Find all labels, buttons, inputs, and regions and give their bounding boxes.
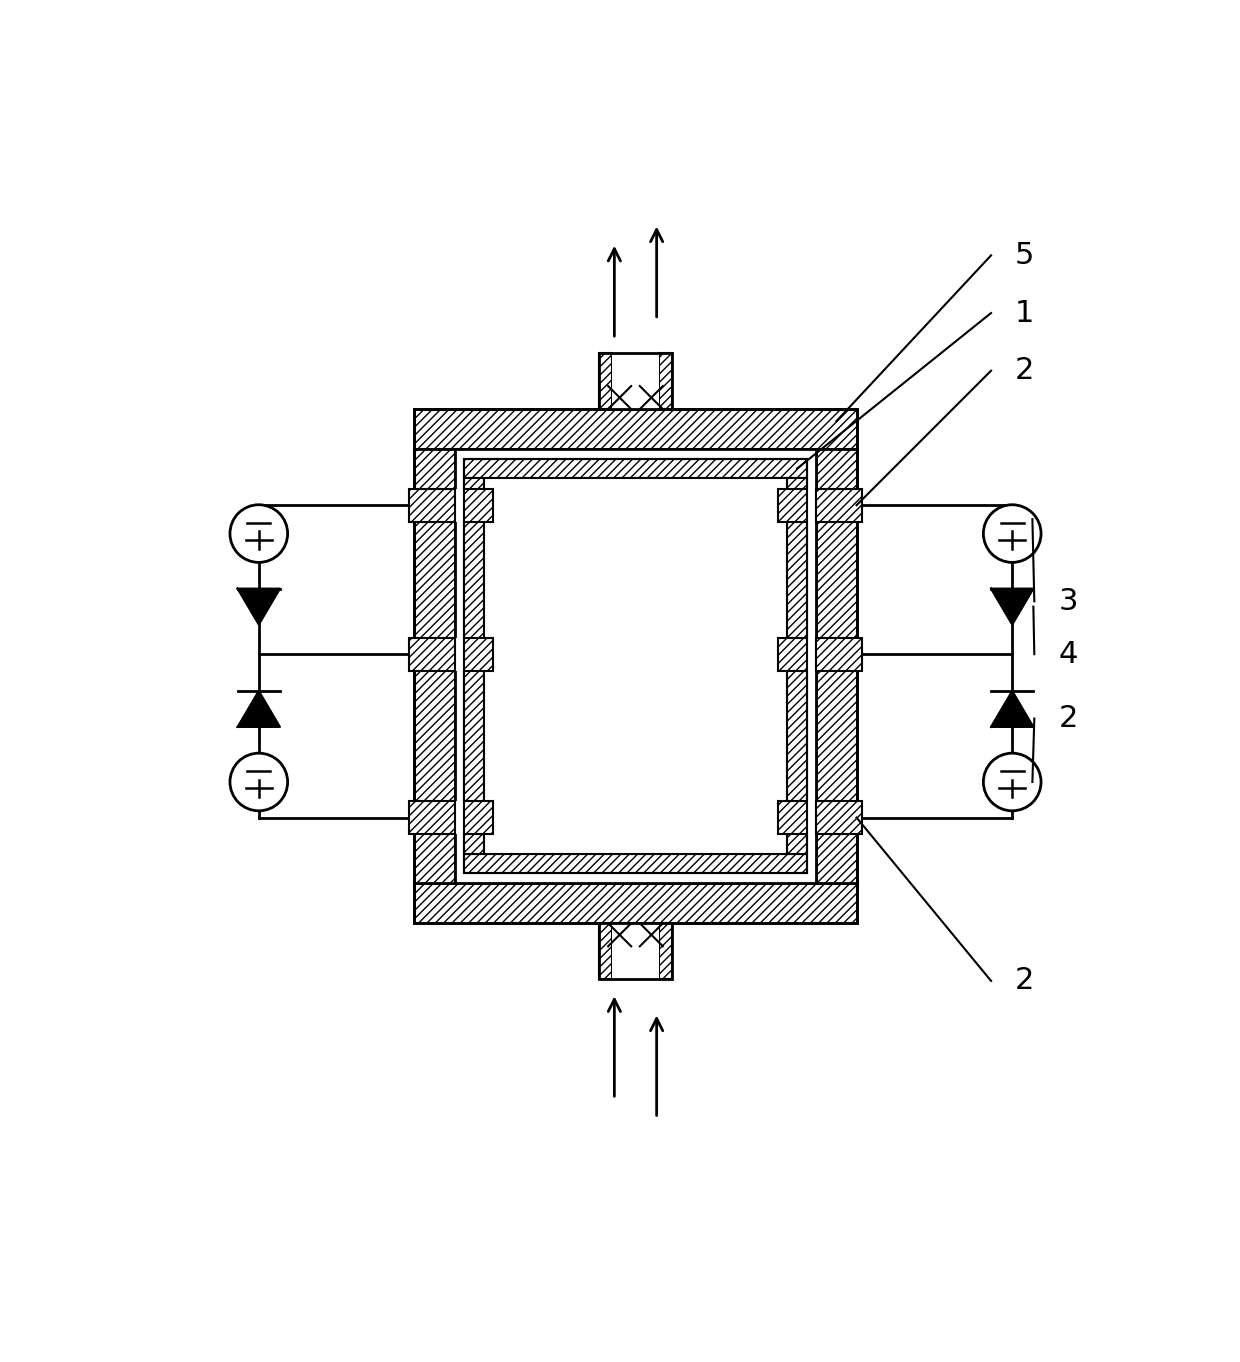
Bar [465, 459, 806, 478]
Bar [465, 459, 806, 873]
Bar [455, 637, 465, 670]
Bar [658, 923, 672, 979]
Bar [414, 883, 857, 923]
Text: 2: 2 [1058, 704, 1078, 733]
Bar [409, 801, 455, 834]
Bar [409, 637, 455, 670]
Circle shape [229, 505, 288, 563]
Bar [414, 449, 455, 883]
Bar [816, 637, 862, 670]
Bar [599, 353, 613, 409]
Bar [409, 489, 455, 522]
Bar [787, 478, 806, 854]
Bar [484, 801, 494, 834]
Bar [816, 449, 857, 883]
Bar [777, 801, 806, 834]
Bar [806, 801, 816, 834]
Bar [465, 489, 494, 522]
Bar [414, 409, 857, 449]
Text: 1: 1 [1016, 298, 1034, 327]
Bar [787, 478, 806, 854]
Bar [599, 353, 672, 409]
Bar [613, 923, 658, 979]
Bar [414, 409, 857, 449]
Bar [465, 801, 494, 834]
Bar [599, 923, 672, 979]
Polygon shape [991, 588, 1033, 625]
Bar [658, 353, 672, 409]
Text: 3: 3 [1058, 587, 1078, 616]
Bar [816, 489, 862, 522]
Bar [465, 478, 484, 854]
Bar [599, 923, 613, 979]
Bar [465, 637, 494, 670]
Polygon shape [991, 691, 1033, 727]
Bar [777, 489, 806, 522]
Bar [465, 459, 806, 478]
Text: 4: 4 [1058, 640, 1078, 669]
Bar [816, 449, 857, 883]
Bar [806, 489, 816, 522]
Bar [455, 801, 465, 834]
Bar [484, 637, 494, 670]
Text: 2: 2 [1016, 357, 1034, 385]
Bar [484, 478, 787, 854]
Bar [658, 923, 672, 979]
Bar [414, 449, 455, 883]
Bar [484, 478, 787, 854]
Bar [455, 489, 465, 522]
Bar [455, 449, 816, 883]
Text: 5: 5 [1016, 241, 1034, 270]
Bar [465, 854, 806, 873]
Bar [409, 489, 455, 522]
Circle shape [983, 753, 1042, 810]
Polygon shape [238, 691, 280, 727]
Circle shape [983, 505, 1042, 563]
Text: 2: 2 [1016, 967, 1034, 996]
Bar [613, 353, 658, 409]
Bar [414, 883, 857, 923]
Bar [414, 409, 857, 923]
Bar [409, 801, 455, 834]
Bar [465, 801, 494, 834]
Bar [465, 854, 806, 873]
Bar [599, 353, 613, 409]
Bar [409, 637, 455, 670]
Bar [465, 478, 484, 854]
Bar [777, 489, 806, 522]
Bar [777, 637, 806, 670]
Polygon shape [238, 588, 280, 625]
Bar [465, 637, 494, 670]
Bar [816, 801, 862, 834]
Bar [777, 637, 806, 670]
Bar [599, 923, 613, 979]
Bar [465, 489, 494, 522]
Bar [484, 489, 494, 522]
Bar [816, 637, 862, 670]
Bar [816, 801, 862, 834]
Bar [658, 353, 672, 409]
Bar [455, 449, 816, 883]
Bar [816, 489, 862, 522]
Bar [777, 801, 806, 834]
Circle shape [229, 753, 288, 810]
Bar [806, 637, 816, 670]
